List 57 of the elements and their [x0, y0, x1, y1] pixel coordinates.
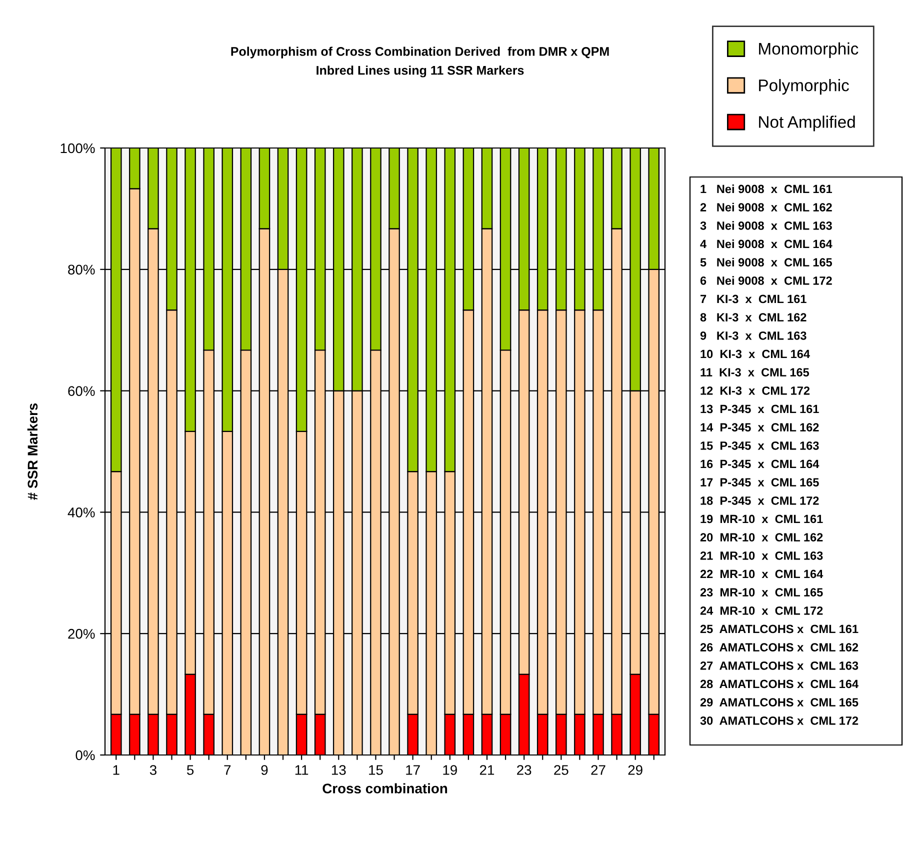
legend-label: Polymorphic: [759, 79, 849, 95]
x-tick-label: 15: [369, 765, 383, 775]
x-tick-label: 25: [554, 765, 568, 775]
y-tick-label: 20%: [68, 628, 95, 639]
text: 30 AMATLCOHS x CML 172: [700, 716, 858, 725]
x-tick-label: 29: [628, 765, 642, 775]
text: 2 Nei 9008 x CML 162: [700, 202, 832, 212]
x-tick-label: 3: [150, 765, 156, 775]
text: 18 P-345 x CML 172: [700, 496, 819, 505]
text: 9 KI-3 x CML 163: [700, 331, 806, 340]
text: 6 Nei 9008 x CML 172: [700, 276, 832, 285]
text: 16 P-345 x CML 164: [700, 460, 820, 468]
text: 13 P-345 x CML 161: [700, 404, 819, 414]
text: 29 AMATLCOHS x CML 165: [700, 698, 858, 706]
text: 4 Nei 9008 x CML 164: [700, 239, 832, 248]
text: 23 MR-10 x CML 165: [700, 588, 823, 597]
legend-label: Monomorphic: [759, 42, 858, 58]
y-tick-label: 40%: [68, 508, 95, 518]
text: 8 KI-3 x CML 162: [700, 313, 806, 322]
text: 15 P-345 x CML 163: [700, 441, 819, 450]
x-tick-label: 1: [113, 765, 120, 775]
text: 3 Nei 9008 x CML 163: [700, 221, 832, 230]
text: 14 P-345 x CML 162: [700, 423, 819, 432]
text: 26 AMATLCOHS x CML 162: [700, 643, 858, 652]
x-tick-label: 19: [443, 765, 457, 775]
y-tick-label: 0%: [76, 750, 95, 760]
legend-label: Not Amplified: [759, 116, 855, 132]
text: 12 KI-3 x CML 172: [700, 386, 810, 395]
text: 27 AMATLCOHS x CML 163: [700, 661, 858, 670]
text: 19 MR-10 x CML 161: [700, 514, 823, 524]
text: 21 MR-10 x CML 163: [700, 551, 823, 560]
x-tick-label: 13: [332, 765, 346, 775]
y-tick-label: 100%: [60, 143, 95, 154]
x-tick-label: 23: [517, 765, 532, 775]
text: 20 MR-10 x CML 162: [700, 533, 823, 542]
x-tick-label: 7: [224, 765, 231, 775]
x-tick-label: 27: [591, 765, 606, 775]
text: 7 KI-3 x CML 161: [700, 294, 806, 304]
x-tick-label: 5: [186, 765, 194, 775]
y-axis-title: # SSR Markers: [27, 403, 38, 500]
text: 11 KI-3 x CML 165: [700, 368, 810, 377]
text: 10 KI-3 x CML 164: [700, 350, 810, 358]
chart-title: Polymorphism of Cross Combination Derived from DMR x QPM Inbred Lines using 11 SSR Markers: [231, 46, 609, 78]
text: 22 MR-10 x CML 164: [700, 570, 824, 578]
x-tick-label: 9: [261, 765, 268, 775]
x-tick-label: 17: [406, 765, 420, 775]
text: 1 Nei 9008 x CML 161: [700, 184, 832, 194]
y-tick-label: 60%: [68, 386, 95, 396]
x-axis-title: Cross combination: [322, 783, 448, 794]
text: 17 P-345 x CML 165: [700, 478, 819, 487]
text: 28 AMATLCOHS x CML 164: [700, 680, 858, 688]
x-tick-label: 11: [295, 765, 308, 775]
text: 5 Nei 9008 x CML 165: [700, 258, 832, 266]
y-tick-label: 80%: [68, 264, 95, 275]
text: 24 MR-10 x CML 172: [700, 606, 823, 615]
x-tick-label: 21: [480, 765, 494, 775]
text: 25 AMATLCOHS x CML 161: [700, 624, 858, 634]
